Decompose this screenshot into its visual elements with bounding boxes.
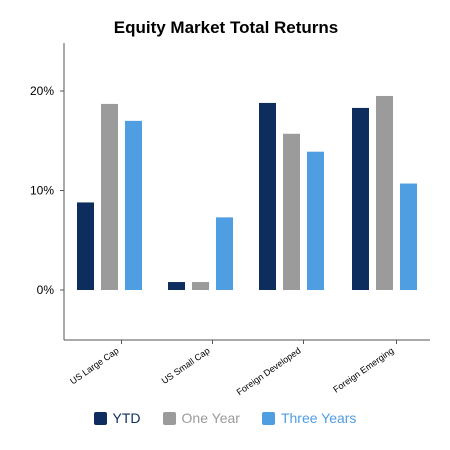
bar-three-years-2 — [307, 151, 324, 290]
legend: YTD One Year Three Years — [0, 410, 450, 426]
legend-swatch — [162, 411, 176, 425]
y-tick-label: 20% — [30, 84, 54, 98]
y-tick-label: 0% — [37, 283, 55, 297]
legend-label: YTD — [112, 410, 141, 426]
bar-three-years-1 — [216, 217, 233, 290]
y-tick-labels: 0% 10% 20% — [30, 84, 64, 297]
bar-three-years-0 — [125, 120, 142, 290]
category-label: Foreign Developed — [235, 345, 303, 397]
category-labels: US Large Cap US Small Cap Foreign Develope… — [68, 340, 397, 397]
legend-item-ytd: YTD — [93, 410, 141, 426]
bar-one-year-3 — [376, 95, 393, 290]
legend-label: Three Years — [280, 410, 357, 426]
category-label: US Large Cap — [68, 345, 120, 386]
chart-axes — [63, 43, 430, 341]
category-label: US Small Cap — [160, 345, 212, 386]
legend-label: One Year — [181, 410, 240, 426]
chart-title: Equity Market Total Returns — [114, 18, 339, 37]
bar-one-year-0 — [101, 103, 118, 290]
bar-one-year-1 — [192, 282, 209, 290]
y-tick-label: 10% — [30, 184, 54, 198]
legend-item-three-years: Three Years — [261, 410, 357, 426]
bar-ytd-0 — [77, 202, 94, 290]
bar-ytd-2 — [259, 102, 276, 290]
legend-item-one-year: One Year — [162, 410, 240, 426]
category-label: Foreign Emerging — [331, 345, 395, 394]
bars — [77, 95, 417, 290]
bar-ytd-1 — [168, 282, 185, 290]
legend-swatch — [93, 411, 107, 425]
bar-one-year-2 — [283, 133, 300, 290]
bar-three-years-3 — [400, 183, 417, 290]
legend-swatch — [261, 411, 275, 425]
bar-ytd-3 — [352, 107, 369, 290]
